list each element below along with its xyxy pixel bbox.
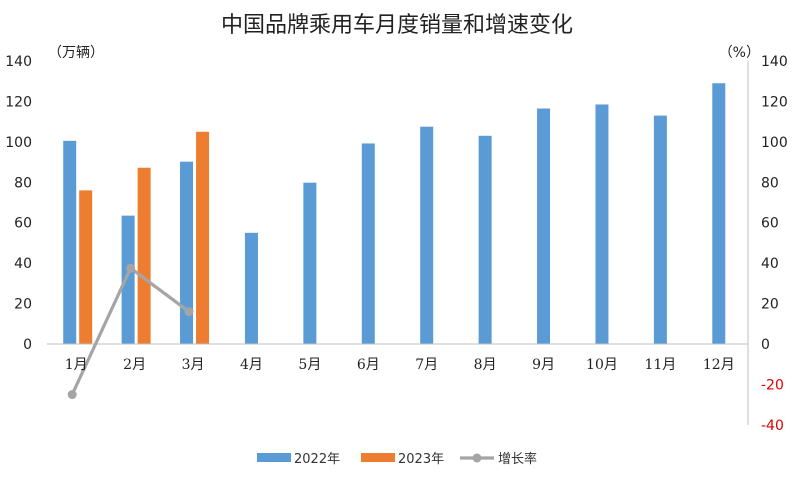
legend-swatch bbox=[361, 453, 395, 462]
category-labels: 1月 2月 3月 4月 5月 6月 7月 8月 9月 10月 11月 12月 bbox=[65, 357, 735, 373]
bar-2022 bbox=[653, 115, 667, 344]
bar-2022 bbox=[420, 126, 434, 344]
category-label: 2月 bbox=[123, 357, 146, 373]
bar-2022 bbox=[595, 104, 609, 344]
bar-2022 bbox=[361, 143, 375, 344]
axes bbox=[47, 61, 749, 425]
legend-label: 2022年 bbox=[294, 452, 340, 467]
bar-2022 bbox=[180, 161, 194, 344]
category-label: 11月 bbox=[644, 357, 676, 373]
bar-2022 bbox=[121, 215, 135, 344]
left-tick-label: 20 bbox=[14, 297, 32, 313]
legend-line-marker bbox=[472, 453, 482, 463]
legend: 2022年 2023年 增长率 bbox=[257, 451, 537, 467]
left-tick-label: 60 bbox=[14, 216, 32, 232]
growth-point bbox=[126, 263, 136, 273]
category-label: 12月 bbox=[703, 357, 735, 373]
growth-line bbox=[67, 263, 194, 400]
right-tick-label: 100 bbox=[761, 135, 788, 151]
growth-point bbox=[184, 307, 194, 317]
right-tick-label: 80 bbox=[761, 175, 779, 191]
bar-2022 bbox=[63, 140, 77, 344]
right-tick-label: 20 bbox=[761, 297, 779, 313]
right-tick-label: 60 bbox=[761, 216, 779, 232]
bar-2022 bbox=[537, 108, 551, 344]
right-tick-label: 140 bbox=[761, 54, 788, 70]
category-label: 5月 bbox=[298, 357, 321, 373]
right-tick-label: -20 bbox=[761, 377, 784, 393]
bar-marks bbox=[63, 83, 726, 344]
category-label: 3月 bbox=[182, 357, 205, 373]
bar-2022 bbox=[478, 135, 492, 344]
right-tick-label: 0 bbox=[761, 337, 770, 353]
right-tick-label: -40 bbox=[761, 418, 784, 434]
legend-label: 增长率 bbox=[498, 451, 537, 467]
category-label: 4月 bbox=[240, 357, 263, 373]
bar-2022 bbox=[303, 182, 317, 344]
category-label: 8月 bbox=[474, 357, 497, 373]
left-axis-ticks: 140 120 100 80 60 40 20 0 bbox=[5, 54, 32, 353]
left-tick-label: 140 bbox=[5, 54, 32, 70]
left-tick-label: 100 bbox=[5, 135, 32, 151]
category-label: 1月 bbox=[65, 357, 88, 373]
chart-title: 中国品牌乘用车月度销量和增速变化 bbox=[221, 13, 573, 38]
left-tick-label: 80 bbox=[14, 175, 32, 191]
category-label: 7月 bbox=[415, 357, 438, 373]
bar-2022 bbox=[712, 83, 726, 344]
category-label: 9月 bbox=[532, 357, 555, 373]
left-tick-label: 40 bbox=[14, 256, 32, 272]
right-tick-label: 40 bbox=[761, 256, 779, 272]
right-tick-label: 120 bbox=[761, 94, 788, 110]
bar-2022 bbox=[244, 232, 258, 344]
left-axis-unit: （万辆） bbox=[48, 45, 104, 61]
bar-2023 bbox=[79, 190, 93, 344]
bar-2023 bbox=[196, 131, 210, 344]
growth-point bbox=[67, 390, 77, 400]
left-tick-label: 0 bbox=[23, 337, 32, 353]
legend-swatch bbox=[257, 453, 291, 462]
left-tick-label: 120 bbox=[5, 94, 32, 110]
category-label: 6月 bbox=[357, 357, 380, 373]
right-axis-unit: （%） bbox=[719, 45, 760, 61]
right-axis-ticks: 140 120 100 80 60 40 20 0 -20 -40 bbox=[761, 54, 788, 434]
bar-2023 bbox=[137, 167, 151, 344]
category-label: 10月 bbox=[586, 357, 618, 373]
legend-label: 2023年 bbox=[398, 452, 444, 467]
